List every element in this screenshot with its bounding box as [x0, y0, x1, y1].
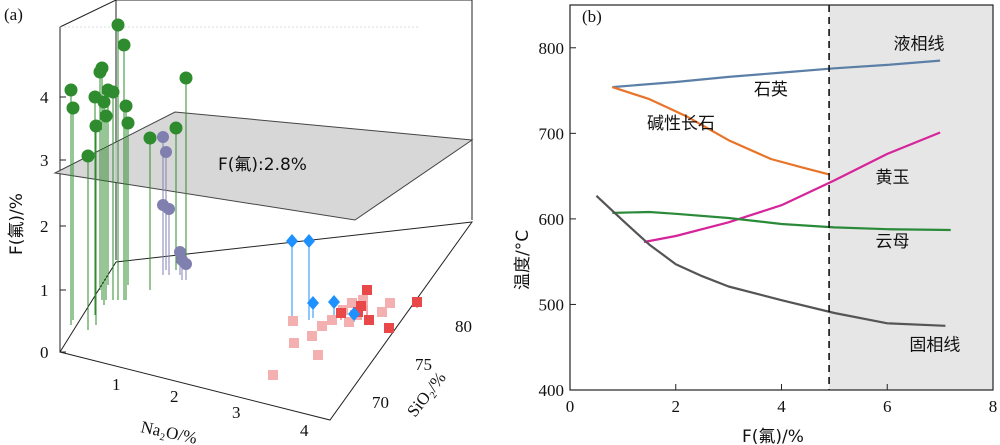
series-line-3: [612, 210, 951, 232]
series-lines: [595, 59, 951, 327]
green-point-11: [119, 99, 133, 113]
red-point-3: [356, 301, 366, 311]
green-point-3: [93, 65, 107, 79]
x-tick-2: 2: [170, 387, 179, 406]
panel-a-points: [64, 18, 422, 380]
green-point-14: [99, 109, 113, 123]
z-tick-0: 0: [40, 343, 49, 362]
annotation-4: 云母: [876, 232, 910, 252]
pink-point-6: [307, 331, 317, 341]
green-point-16: [169, 121, 183, 135]
plane-label: F(氟):2.8%: [218, 155, 307, 175]
x-tick-label-1: 2: [672, 397, 681, 416]
z-tick-3: 3: [40, 151, 49, 170]
annotation-3: 黄玉: [876, 168, 910, 188]
pink-point-9: [289, 338, 299, 348]
y-tick-80: 80: [455, 317, 472, 336]
panel-b-label: (b): [582, 7, 602, 26]
x-axis-label: Na₂O/%: [139, 417, 199, 445]
annotation-0: 石英: [754, 80, 788, 100]
series-line-2: [643, 131, 941, 244]
red-point-1: [412, 297, 422, 307]
series-line-0: [612, 59, 941, 89]
blue-point-1: [303, 234, 315, 248]
y-tick-label-3: 700: [539, 124, 565, 143]
z-axis: 0 1 2 3 4 F(氟)/%: [7, 88, 66, 362]
y-tick-label-0: 400: [539, 381, 565, 400]
y-tick-label-4: 800: [539, 39, 565, 58]
z-tick-4: 4: [40, 88, 49, 107]
z-tick-1: 1: [40, 281, 49, 300]
x-tick-4: 4: [300, 421, 309, 440]
panel-a: F(氟):2.8% 0 1 2 3 4 F(氟)/% 1 2 3 4 Na₂O/…: [4, 0, 474, 445]
annotation-5: 固相线: [909, 336, 960, 356]
z-tick-2: 2: [40, 217, 49, 236]
annotation-1: 碱性长石: [647, 114, 715, 134]
panel-a-floor: [59, 221, 474, 421]
x-axis-label-b: F(氟)/%: [742, 427, 804, 445]
x-tick-label-3: 6: [883, 397, 892, 416]
y-axis-label: SiO₂/%: [403, 368, 450, 420]
pink-point-0: [385, 298, 395, 308]
pink-point-7: [288, 316, 298, 326]
blue-point-2: [307, 296, 319, 310]
green-point-1: [117, 38, 131, 52]
red-point-6: [336, 308, 346, 318]
series-line-1: [611, 86, 830, 176]
y-axis-label-b: 温度/°C: [513, 230, 533, 290]
pink-point-3: [344, 317, 354, 327]
purple-point-0: [157, 131, 169, 143]
purple-point-3: [163, 203, 175, 215]
x-tick-label-4: 8: [989, 397, 998, 416]
blue-point-0: [286, 234, 298, 248]
green-point-7: [64, 83, 78, 97]
pink-point-12: [347, 298, 357, 308]
green-point-9: [66, 101, 80, 115]
y-tick-label-1: 500: [539, 295, 565, 314]
red-point-2: [384, 323, 394, 333]
pink-point-5: [317, 321, 327, 331]
y-tick-label-2: 600: [539, 210, 565, 229]
x-tick-label-2: 4: [777, 397, 786, 416]
purple-point-6: [176, 254, 188, 266]
y-tick-75: 75: [415, 355, 432, 374]
shaded-region: [829, 5, 993, 390]
axis-ticks: 0 2 4 6 8 400 500 600 700 800: [539, 39, 998, 416]
z-axis-label: F(氟)/%: [7, 193, 27, 255]
red-point-4: [364, 315, 374, 325]
panel-a-label: (a): [4, 5, 23, 24]
blue-point-4: [348, 307, 360, 321]
green-point-6: [106, 85, 120, 99]
x-tick-label-0: 0: [566, 397, 575, 416]
panel-a-box-back: [59, 0, 473, 220]
green-point-10: [97, 95, 111, 109]
green-point-4: [179, 71, 193, 85]
y-tick-70: 70: [372, 393, 389, 412]
purple-point-1: [160, 146, 172, 158]
annotation-2: 液相线: [893, 34, 944, 54]
blue-point-3: [328, 295, 340, 309]
green-point-13: [121, 116, 135, 130]
pink-point-1: [358, 295, 368, 305]
green-point-0: [111, 18, 125, 32]
green-point-15: [143, 131, 157, 145]
x-tick-3: 3: [232, 403, 241, 422]
pink-point-10: [268, 370, 278, 380]
pink-point-4: [327, 315, 337, 325]
green-point-17: [81, 149, 95, 163]
x-tick-1: 1: [112, 375, 121, 394]
pink-point-13: [377, 307, 387, 317]
red-point-0: [362, 285, 372, 295]
pink-point-8: [313, 350, 323, 360]
series-line-4: [595, 194, 946, 327]
green-point-12: [89, 119, 103, 133]
